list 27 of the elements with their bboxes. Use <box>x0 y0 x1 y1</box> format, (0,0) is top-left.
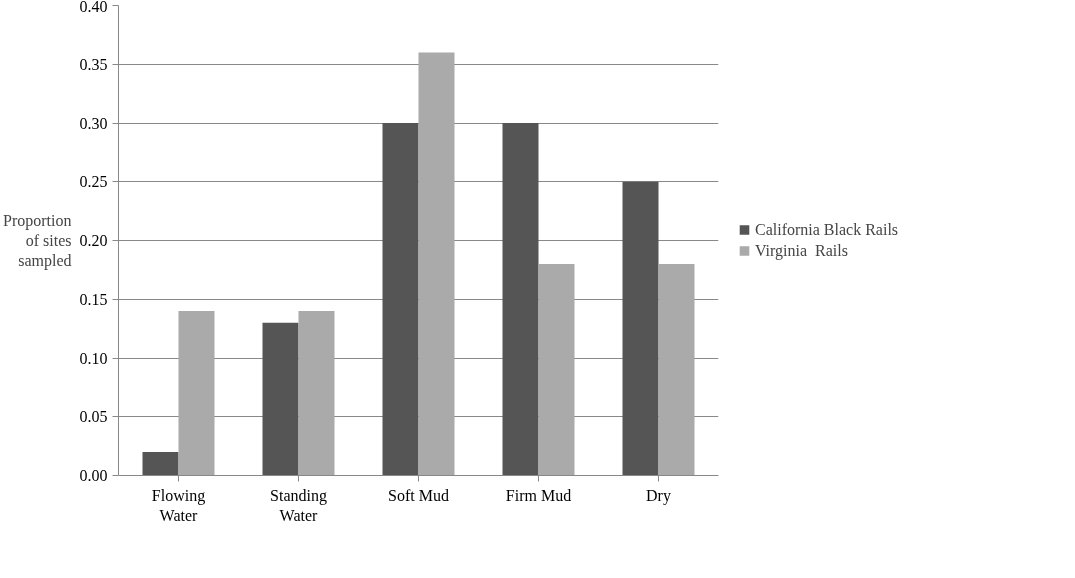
y-tick-label: 0.25 <box>79 173 108 191</box>
y-tick-label: 0.15 <box>79 290 108 308</box>
y-tick-label: 0.05 <box>79 408 108 426</box>
x-tick-label: Flowing Water <box>151 486 206 524</box>
x-tick-label: Firm Mud <box>505 486 572 504</box>
bar <box>418 52 455 476</box>
bar <box>538 264 575 476</box>
y-tick-label: 0.40 <box>79 0 108 15</box>
bar <box>382 123 419 476</box>
bar <box>298 311 335 476</box>
bar <box>178 311 215 476</box>
bar <box>622 181 659 476</box>
x-tick-label: Soft Mud <box>388 486 449 504</box>
x-tick-label: Dry <box>646 486 671 505</box>
bar <box>502 123 539 476</box>
y-axis-title: Proportion of sites sampled <box>3 211 72 271</box>
y-tick-label: 0.20 <box>79 232 108 249</box>
x-tick-label: Standing Water <box>270 486 327 524</box>
y-tick-label: 0.10 <box>79 349 108 367</box>
y-tick-label: 0.35 <box>79 55 108 73</box>
legend-label: Virginia Rails <box>755 241 848 260</box>
y-tick-label: 0.00 <box>79 467 108 484</box>
bar <box>142 452 179 476</box>
bar <box>658 264 695 476</box>
bar <box>262 322 299 476</box>
legend-label: California Black Rails <box>755 220 899 239</box>
y-tick-label: 0.30 <box>79 114 108 132</box>
